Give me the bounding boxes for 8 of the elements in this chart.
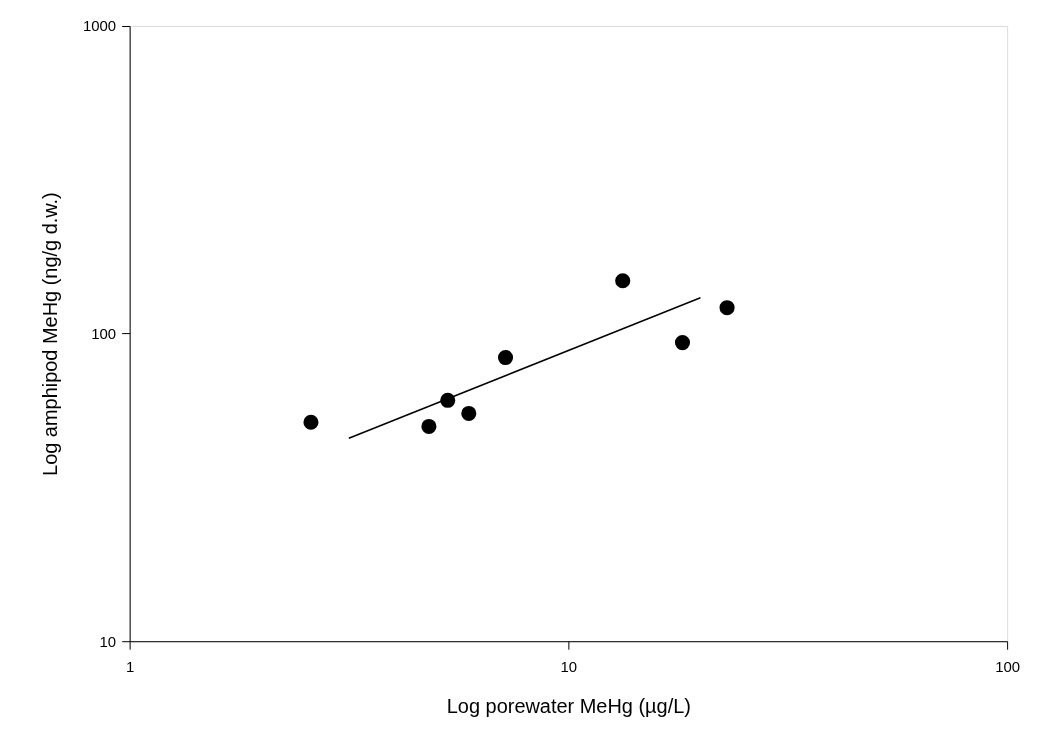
x-tick-label: 10: [560, 657, 578, 675]
y-tick-label: 10: [99, 632, 117, 650]
x-axis-title: Log porewater MeHg (µg/L): [446, 694, 691, 717]
x-tick-label: 100: [995, 657, 1021, 675]
y-tick-label: 1000: [82, 17, 117, 35]
y-tick-label: 100: [91, 325, 117, 343]
y-axis-title: Log amphipod MeHg (ng/g d.w.): [38, 192, 61, 476]
x-tick-label: 1: [125, 657, 135, 675]
